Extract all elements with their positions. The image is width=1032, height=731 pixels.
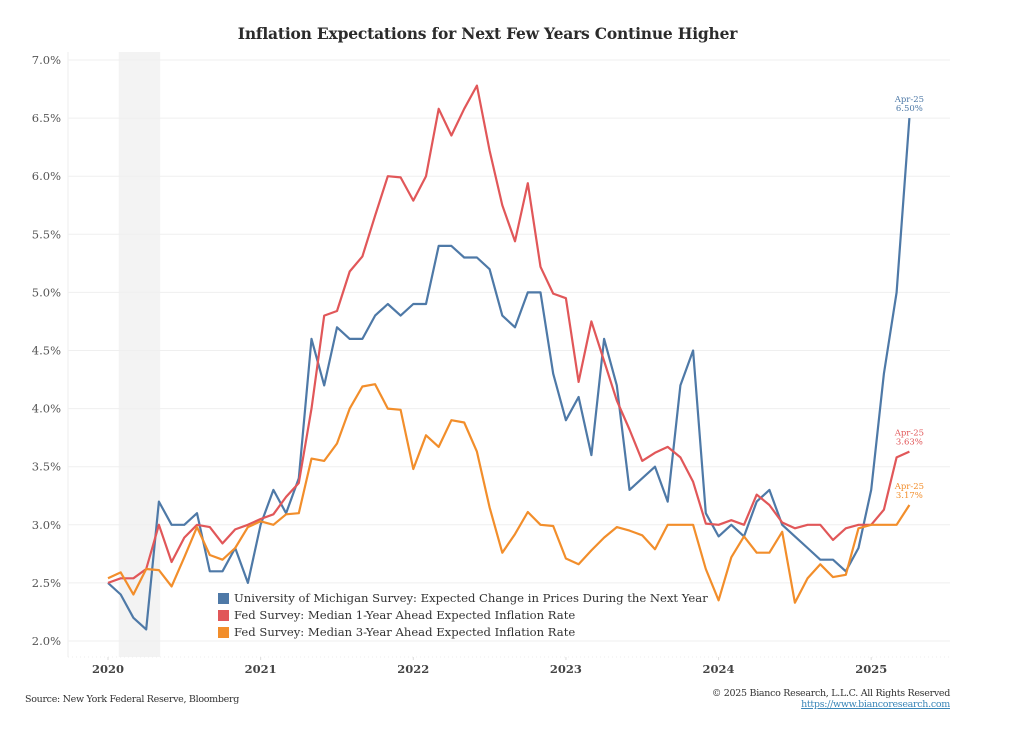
website-link[interactable]: https://www.biancoresearch.com xyxy=(801,699,950,710)
source-note: Source: New York Federal Reserve, Bloomb… xyxy=(25,694,240,705)
y-tick-label: 6.0% xyxy=(32,169,61,183)
legend-item-umich[interactable]: University of Michigan Survey: Expected … xyxy=(218,590,708,607)
y-tick-label: 5.5% xyxy=(32,227,61,241)
umich-1yr-line xyxy=(107,118,911,631)
y-tick-label: 5.0% xyxy=(32,285,61,299)
series-lines xyxy=(107,84,911,631)
recession-shading-layer xyxy=(118,52,161,657)
y-tick-label: 7.0% xyxy=(32,53,61,67)
x-tick-label: 2025 xyxy=(855,662,887,676)
y-axis-ticks: 2.0% 2.5% 3.0% 3.5% 4.0% 4.5% 5.0% 5.5% 6.0% 6.5%… xyxy=(32,53,61,648)
x-tick-label: 2023 xyxy=(550,662,582,676)
copyright-text: © 2025 Bianco Research, L.L.C. All Right… xyxy=(711,688,950,699)
y-tick-label: 3.5% xyxy=(32,460,61,474)
end-labels: Apr-256.50%Apr-253.63%Apr-253.17% xyxy=(894,95,924,501)
x-tick-label: 2024 xyxy=(703,662,735,676)
end-label-date: Apr-25 xyxy=(894,95,924,105)
end-label-value: 3.17% xyxy=(896,491,923,501)
end-label-date: Apr-25 xyxy=(894,482,924,492)
end-label-value: 3.63% xyxy=(896,438,923,448)
legend-swatch xyxy=(218,593,229,604)
legend-swatch xyxy=(218,627,229,638)
y-tick-label: 4.5% xyxy=(32,344,61,358)
end-label-value: 6.50% xyxy=(896,104,923,114)
end-label-date: Apr-25 xyxy=(894,429,924,439)
legend-item-fed-3yr[interactable]: Fed Survey: Median 3-Year Ahead Expected… xyxy=(218,624,708,641)
y-tick-label: 4.0% xyxy=(32,402,61,416)
legend-label: Fed Survey: Median 3-Year Ahead Expected… xyxy=(234,625,576,639)
x-tick-label: 2020 xyxy=(92,662,124,676)
y-tick-label: 2.5% xyxy=(32,576,61,590)
y-tick-label: 6.5% xyxy=(32,111,61,125)
fed-1yr-line xyxy=(107,84,910,584)
x-axis-ticks: 2020 2021 2022 2023 2024 2025 xyxy=(92,657,887,676)
legend-swatch xyxy=(218,610,229,621)
legend-label: Fed Survey: Median 1-Year Ahead Expected… xyxy=(234,608,576,622)
x-tick-label: 2022 xyxy=(397,662,429,676)
chart-title: Inflation Expectations for Next Few Year… xyxy=(237,24,738,43)
recession-band xyxy=(118,52,161,657)
copyright-block: © 2025 Bianco Research, L.L.C. All Right… xyxy=(712,688,950,710)
y-tick-label: 2.0% xyxy=(32,634,61,648)
legend-item-fed-1yr[interactable]: Fed Survey: Median 1-Year Ahead Expected… xyxy=(218,607,708,624)
legend-label: University of Michigan Survey: Expected … xyxy=(234,591,708,605)
y-tick-label: 3.0% xyxy=(32,518,61,532)
gridlines xyxy=(67,52,950,658)
fed-3yr-line xyxy=(107,383,911,604)
legend: University of Michigan Survey: Expected … xyxy=(218,590,708,641)
x-tick-label: 2021 xyxy=(245,662,277,676)
